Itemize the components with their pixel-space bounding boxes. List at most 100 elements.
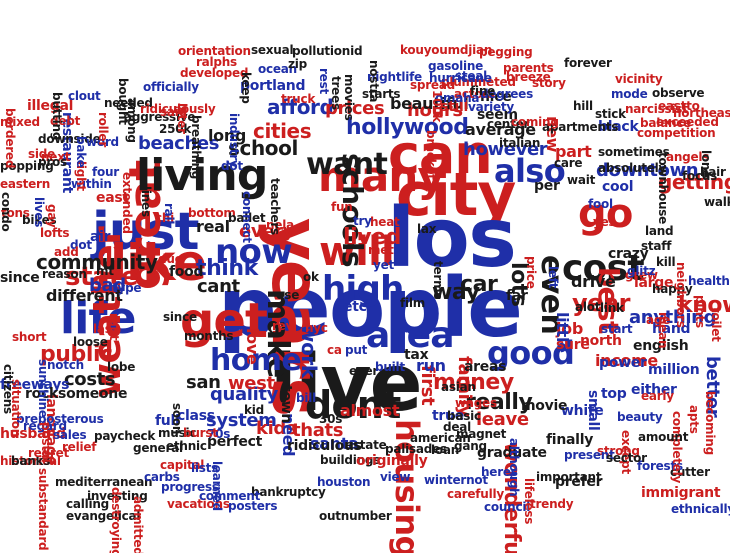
cloud-word: different bbox=[46, 286, 123, 305]
cloud-word: afford bbox=[267, 95, 334, 119]
cloud-word: large bbox=[634, 275, 674, 291]
cloud-word: hair bbox=[700, 165, 726, 179]
cloud-word: parents bbox=[503, 61, 554, 75]
cloud-word: white bbox=[561, 403, 604, 419]
cloud-word: 250k bbox=[159, 122, 192, 136]
cloud-word: wait bbox=[567, 173, 596, 187]
cloud-word: clout bbox=[68, 89, 101, 103]
cloud-word: community bbox=[36, 250, 158, 274]
cloud-word: 30s bbox=[319, 412, 343, 426]
cloud-word: originally bbox=[356, 453, 428, 469]
cloud-word: tons bbox=[1, 206, 30, 220]
cloud-word: downtown bbox=[596, 160, 699, 181]
cloud-word: way bbox=[432, 280, 480, 305]
cloud-word: needed bbox=[104, 96, 153, 110]
cloud-word: hollywood bbox=[346, 115, 469, 140]
cloud-word: happy bbox=[652, 282, 693, 296]
cloud-word: narcissist bbox=[625, 102, 688, 116]
cloud-word: amount bbox=[638, 430, 689, 444]
cloud-word: area bbox=[366, 315, 455, 356]
cloud-word: immigrant bbox=[641, 485, 721, 501]
cloud-word: notch bbox=[47, 358, 84, 372]
cloud-word: ralphs bbox=[196, 55, 237, 69]
cloud-word: people bbox=[218, 261, 523, 356]
cloud-word: important bbox=[536, 470, 602, 484]
cloud-word: costs bbox=[64, 369, 116, 390]
cloud-word: lived bbox=[343, 225, 401, 250]
cloud-word: lofts bbox=[40, 226, 70, 240]
cloud-word: west bbox=[228, 373, 275, 394]
cloud-word: trendy bbox=[530, 497, 574, 511]
cloud-word: debt bbox=[50, 114, 81, 128]
cloud-word: movies bbox=[342, 74, 356, 121]
cloud-word: car bbox=[460, 272, 498, 297]
cloud-word: home bbox=[210, 343, 302, 378]
cloud-word: beautiful bbox=[390, 94, 469, 113]
cloud-word: relief bbox=[62, 440, 97, 454]
cloud-word: good bbox=[487, 334, 575, 372]
cloud-word: absolutely bbox=[598, 161, 667, 175]
cloud-word: will bbox=[319, 229, 395, 275]
cloud-word: bankruptcy bbox=[251, 485, 326, 499]
cloud-word: etc bbox=[343, 299, 367, 315]
cloud-word: ok bbox=[303, 270, 319, 284]
cloud-word: million bbox=[648, 362, 700, 378]
cloud-word: burst bbox=[183, 426, 218, 440]
cloud-word: progress bbox=[161, 480, 219, 494]
cloud-word: becoming bbox=[703, 391, 717, 455]
cloud-word: keep bbox=[239, 72, 253, 104]
cloud-word: among bbox=[125, 98, 139, 143]
cloud-word: plummeted bbox=[441, 75, 516, 89]
cloud-word: many bbox=[318, 152, 445, 201]
cloud-word: crazy bbox=[608, 246, 649, 262]
cloud-word: spread bbox=[410, 78, 456, 92]
cloud-word: capital bbox=[160, 458, 205, 472]
cloud-word: next bbox=[41, 150, 71, 164]
cloud-word: beaches bbox=[138, 133, 220, 154]
cloud-word: ever bbox=[349, 364, 379, 378]
cloud-word: outnumber bbox=[319, 509, 392, 523]
cloud-word: regret bbox=[28, 446, 69, 460]
cloud-word: hurricane bbox=[429, 71, 492, 85]
cloud-word: state bbox=[65, 262, 138, 292]
cloud-word: breeze bbox=[506, 70, 551, 84]
cloud-word: dont bbox=[305, 383, 401, 427]
cloud-word: english bbox=[633, 338, 689, 354]
cloud-word: real bbox=[196, 217, 230, 236]
cloud-word: historical bbox=[0, 454, 61, 468]
cloud-word: view bbox=[380, 470, 411, 484]
cloud-word: mode bbox=[611, 87, 648, 101]
cloud-word: los bbox=[387, 191, 517, 286]
cloud-word: heat bbox=[370, 215, 400, 229]
cloud-word: nyc bbox=[305, 321, 328, 335]
cloud-word: apartments bbox=[542, 120, 619, 134]
cloud-word: really bbox=[465, 390, 533, 415]
cloud-word: built bbox=[375, 360, 405, 374]
cloud-word: council bbox=[484, 500, 531, 514]
cloud-word: gang bbox=[454, 439, 487, 453]
cloud-word: know bbox=[678, 293, 730, 318]
cloud-word: sometimes bbox=[598, 145, 670, 159]
cloud-word: link bbox=[600, 301, 624, 315]
cloud-word: kid bbox=[244, 403, 264, 417]
cloud-word: neighbors bbox=[674, 262, 688, 328]
cloud-word: short bbox=[12, 330, 47, 344]
cloud-word: live bbox=[270, 339, 423, 429]
cloud-word: carefully bbox=[447, 487, 504, 501]
cloud-word: city bbox=[396, 160, 516, 230]
cloud-word: dot bbox=[221, 159, 243, 173]
cloud-word: can bbox=[388, 123, 493, 186]
cloud-word: soon bbox=[170, 403, 184, 435]
cloud-word: every bbox=[239, 221, 294, 242]
cloud-word: left bbox=[546, 266, 560, 289]
cloud-word: think bbox=[196, 256, 258, 281]
cloud-word: music bbox=[158, 426, 197, 440]
cloud-word: gasoline bbox=[428, 59, 484, 73]
cloud-word: black bbox=[598, 119, 639, 135]
cloud-word: sexual bbox=[251, 43, 294, 57]
cloud-word: ocean bbox=[258, 62, 297, 76]
cloud-word: evangelical bbox=[66, 509, 141, 523]
cloud-word: price bbox=[524, 256, 538, 289]
cloud-word: age bbox=[646, 313, 671, 327]
cloud-word: paycheck bbox=[94, 429, 156, 443]
